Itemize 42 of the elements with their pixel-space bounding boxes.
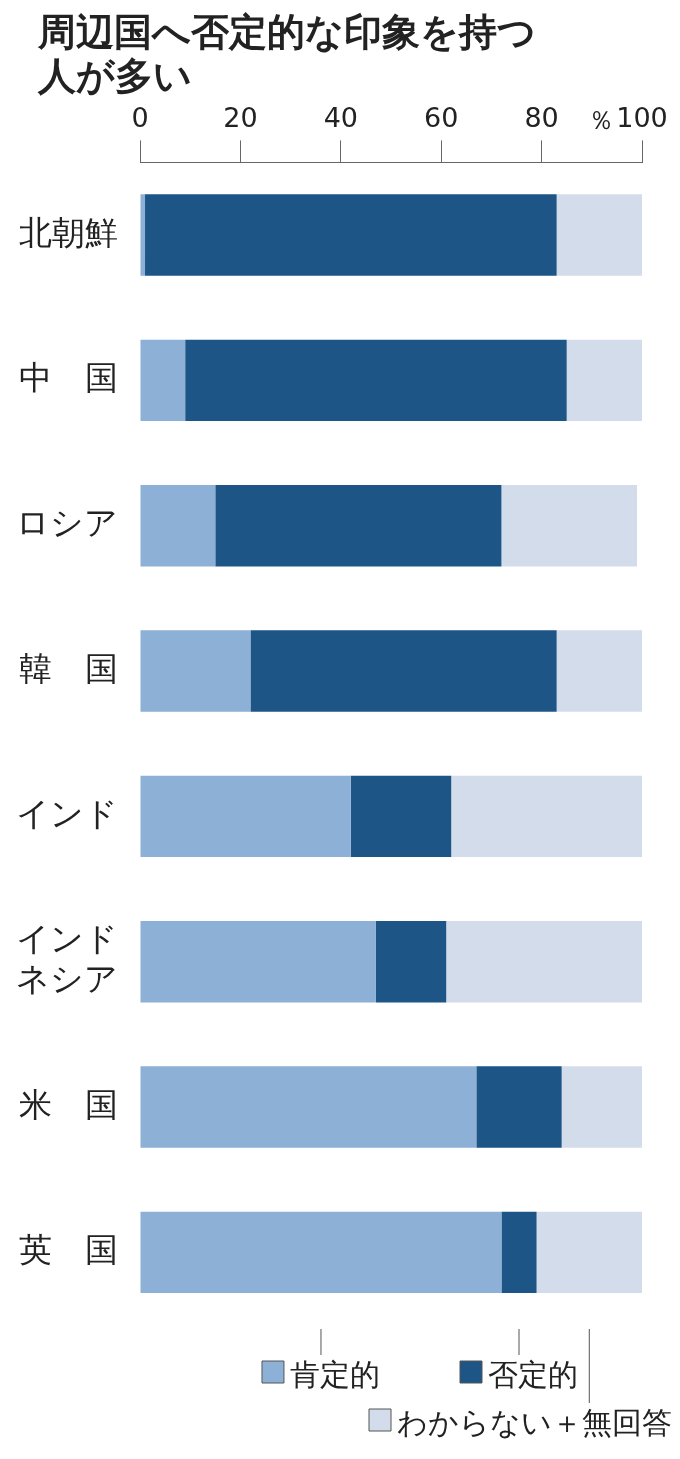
legend-label: 否定的 [488, 1357, 579, 1392]
bar [140, 921, 376, 1003]
y-tick-label: 英 国 [19, 1229, 118, 1269]
y-tick-label: 中 国 [19, 357, 118, 397]
y-tick-label: 北朝鮮 [19, 212, 118, 252]
bar [140, 775, 351, 858]
y-tick-label: ロシア [16, 503, 118, 543]
legend-label: 肯定的 [289, 1357, 380, 1392]
x-tick-label: 60 [424, 102, 459, 134]
x-tick-label: 40 [323, 102, 358, 134]
bar [145, 194, 557, 276]
bar [556, 630, 642, 712]
chart-title: 周辺国へ否定的な印象を持つ人が多い [36, 9, 537, 100]
bar [536, 1211, 642, 1294]
x-tick-label: 0 [131, 102, 149, 134]
bar [250, 630, 557, 712]
bar [446, 921, 642, 1003]
x-tick-label: 80 [524, 102, 559, 134]
bar [476, 1066, 562, 1148]
legend-label: わからない＋無回答 [397, 1405, 672, 1440]
bar [140, 630, 251, 712]
y-tick-label: 韓 国 [19, 648, 118, 688]
bar [140, 1066, 477, 1148]
bar [140, 485, 216, 567]
x-tick-label: 100 [616, 102, 668, 134]
bar [185, 339, 567, 422]
bar [140, 1211, 502, 1294]
bar [501, 485, 637, 567]
bar [556, 194, 642, 276]
bar [451, 775, 642, 858]
x-axis-title: ％ [588, 105, 614, 136]
bar [375, 921, 447, 1003]
bar [140, 339, 186, 422]
bar [566, 339, 642, 422]
y-tick-label: 米 国 [19, 1084, 118, 1124]
bar [350, 775, 452, 858]
bar [215, 485, 502, 567]
y-tick-label: インド [16, 793, 118, 833]
x-tick-label: 20 [223, 102, 258, 134]
bar [561, 1066, 642, 1148]
y-tick-label: インドネシア [16, 919, 118, 999]
bar [501, 1211, 537, 1294]
